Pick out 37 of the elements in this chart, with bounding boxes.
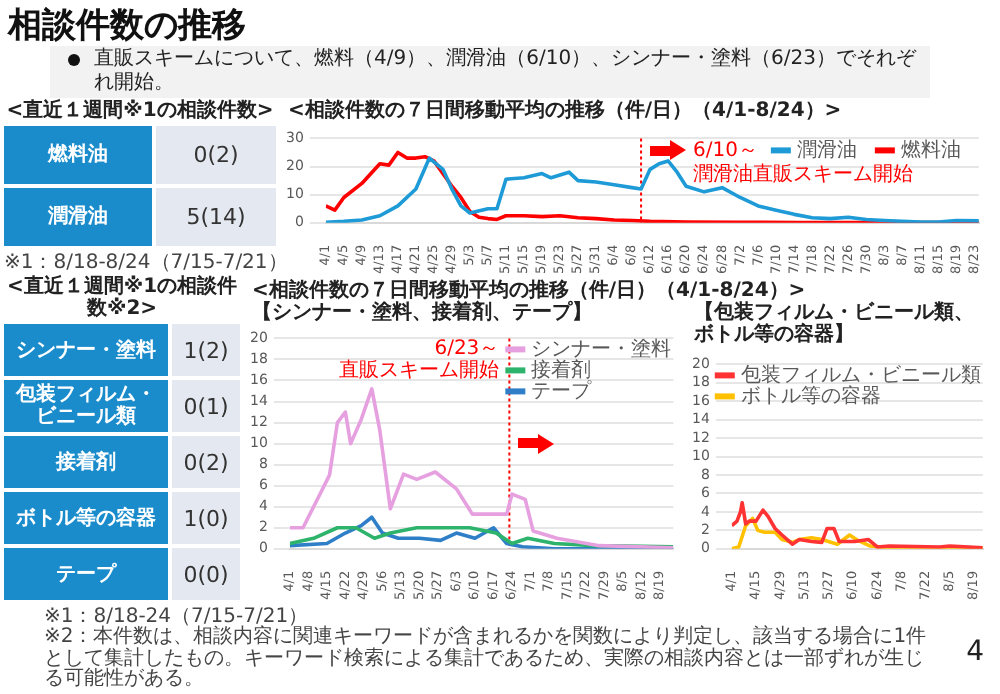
text: <直近１週間※1の相談件数※2> [4,276,240,320]
chart-title: 【包装フィルム・ビニール類、ボトル等の容器】 [694,302,976,346]
text: ※2：本件数は、相談内容に関連キーワードが含まれるかを関数により判定し、該当する場合に1件として集計したもの。キーワード検索による集計であるため、実際の相談内容とは一部ずれが生じる可能性がある。 [44,626,929,692]
legend-label: 包装フィルム・ビニール類 [740,362,981,387]
chart-title: <相談件数の７日間移動平均の推移（件/日）（4/1-8/24）> [288,100,842,122]
category-label: 燃料油 [4,126,152,184]
legend-label: 接着剤 [531,357,592,382]
text: 直販スキームについて、燃料（4/9）、潤滑油（6/10）、シンナー・塗料（6/23）でそれぞれ開始。 [94,48,917,94]
text: 4 [966,636,984,668]
category-label: 接着剤 [4,436,168,488]
legend-label: シンナー・塗料 [531,336,672,361]
annotation: 潤滑油直販スキーム開始 [693,161,914,186]
text: 5(14) [186,204,246,230]
category-label: シンナー・塗料 [4,324,168,376]
legend-label: テープ [531,378,594,403]
legend-label: 燃料油 [900,137,961,162]
category-label: ボトル等の容器 [4,492,168,544]
legend-label: 潤滑油 [796,137,857,162]
text: <直近１週間※1の相談件数> [4,100,276,122]
annotation: 6/10～ [693,139,759,162]
text: 1(0) [183,505,229,531]
text: 1(2) [183,337,229,363]
text: 0(2) [193,142,239,168]
text: 0(1) [183,393,229,419]
text: ※1：8/18-8/24（7/15-7/21） [4,252,288,274]
category-label: 潤滑油 [4,188,152,246]
legend-label: ボトル等の容器 [740,383,881,408]
annotation: 直販スキーム開始 [339,357,500,382]
text: 0(2) [183,449,229,475]
annotation: 6/23～ [434,337,500,360]
chart-title: <相談件数の７日間移動平均の推移（件/日）（4/1-8/24）> [252,280,806,302]
text: 相談件数の推移 [8,4,246,47]
category-label: 包装フィルム・ビニール類 [4,380,168,432]
chart-subtitle: 【シンナー・塗料、接着剤、テープ】 [252,302,592,324]
text: 0(0) [183,561,229,587]
category-label: テープ [4,548,168,600]
text: ※1：8/18-24（7/15-7/21） [44,606,309,628]
